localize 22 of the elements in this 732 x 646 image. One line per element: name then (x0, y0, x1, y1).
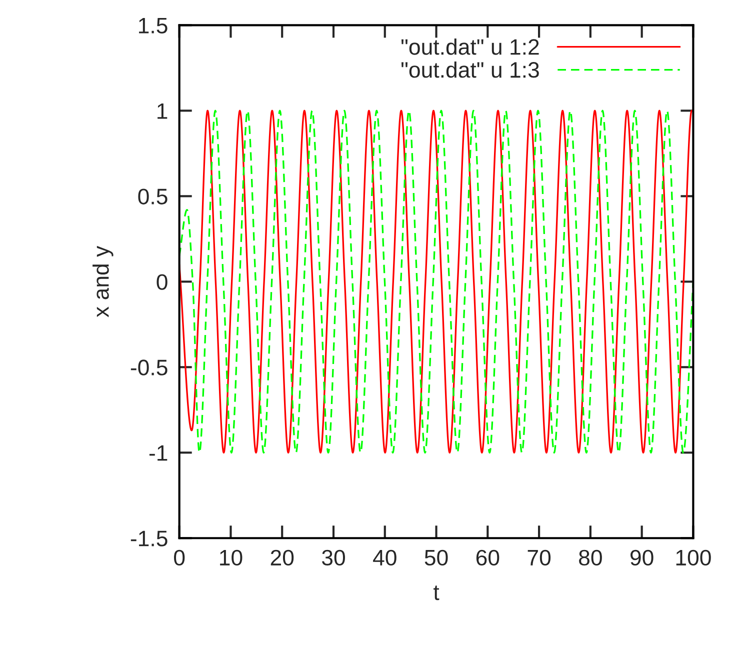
x-tick-label: 80 (579, 550, 602, 566)
x-tick-label: 40 (373, 550, 396, 566)
x-axis-title: t (434, 586, 440, 600)
y-tick-label: 1.5 (139, 18, 168, 34)
x-tick-label: 0 (174, 550, 185, 566)
y-tick-label: 1 (158, 103, 168, 119)
x-tick-label: 60 (476, 550, 500, 566)
y-tick-label: -0.5 (130, 360, 168, 376)
y-tick-label: 0 (156, 274, 168, 290)
x-tick-label: 30 (322, 550, 345, 566)
x-tick-label: 70 (528, 550, 551, 566)
x-tick-label: 10 (220, 550, 242, 566)
series-label: "out.dat" u 1:3 (401, 61, 539, 78)
y-tick-label: -1 (149, 445, 168, 461)
x-tick-label: 90 (630, 550, 654, 566)
x-tick-label: 20 (270, 550, 294, 566)
y-tick-label: 0.5 (138, 188, 168, 204)
y-tick-label: -1.5 (130, 530, 168, 546)
y-axis-title: x and y (92, 246, 114, 318)
text: "out.dat" u 1:2 (401, 38, 539, 55)
x-tick-label: 100 (676, 550, 711, 566)
x-tick-label: 50 (424, 550, 448, 566)
